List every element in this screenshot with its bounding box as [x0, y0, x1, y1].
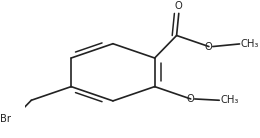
- Text: O: O: [187, 94, 194, 104]
- Text: CH₃: CH₃: [220, 95, 239, 105]
- Text: CH₃: CH₃: [240, 39, 259, 49]
- Text: Br: Br: [0, 114, 10, 124]
- Text: O: O: [205, 42, 213, 52]
- Text: O: O: [175, 1, 183, 11]
